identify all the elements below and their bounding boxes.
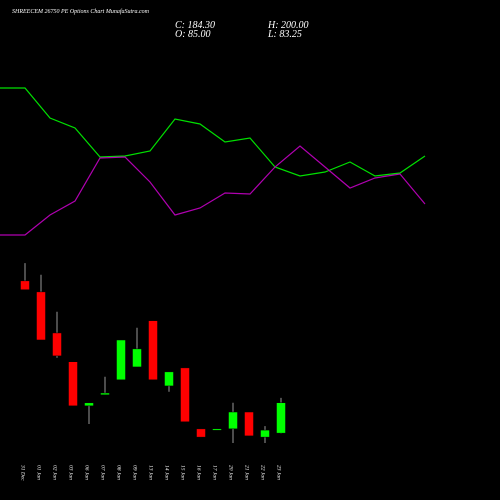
x-tick-label: 16 Jan — [196, 465, 202, 480]
candle-body — [100, 392, 110, 396]
candle-body — [132, 348, 142, 368]
candle-body — [68, 361, 78, 407]
candle-body — [212, 428, 222, 431]
x-tick-label: 08 Jan — [116, 465, 122, 480]
x-tick-label: 20 Jan — [228, 465, 234, 480]
x-tick-label: 09 Jan — [132, 465, 138, 480]
open-label: O: 85.00 — [175, 29, 211, 40]
x-tick-label: 15 Jan — [180, 465, 186, 480]
x-tick-label: 31 Dec — [20, 464, 26, 481]
x-tick-label: 14 Jan — [164, 465, 171, 480]
candle-body — [244, 411, 254, 437]
candle-body — [276, 402, 286, 434]
high-label: H: 200.00 — [267, 20, 309, 31]
candle-body — [260, 429, 270, 438]
candle-body — [196, 428, 206, 438]
x-tick-label: 03 Jan — [68, 465, 74, 480]
chart-title: SHREECEM 26750 PE Options Chart MunafaSu… — [12, 8, 150, 15]
x-tick-label: 17 Jan — [212, 465, 218, 480]
x-tick-label: 23 Jan — [276, 465, 282, 480]
line-series — [0, 145, 426, 236]
candle-body — [180, 367, 190, 423]
x-tick-label: 22 Jan — [260, 465, 266, 480]
candle-body — [116, 339, 126, 381]
candle-body — [148, 320, 158, 381]
line-series — [0, 87, 426, 177]
candle-body — [228, 411, 238, 430]
candle-body — [164, 371, 174, 387]
x-tick-label: 06 Jan — [84, 465, 90, 480]
x-tick-label: 21 Jan — [244, 465, 250, 480]
candle-body — [20, 280, 30, 290]
low-label: L: 83.25 — [267, 29, 302, 40]
x-tick-label: 07 Jan — [100, 465, 106, 480]
x-tick-label: 01 Jan — [36, 465, 42, 480]
x-tick-label: 02 Jan — [52, 465, 58, 480]
candle-body — [52, 332, 62, 357]
close-label: C: 184.30 — [175, 20, 215, 31]
candle-body — [36, 291, 46, 341]
candle-body — [84, 402, 94, 407]
x-tick-label: 13 Jan — [148, 465, 154, 480]
